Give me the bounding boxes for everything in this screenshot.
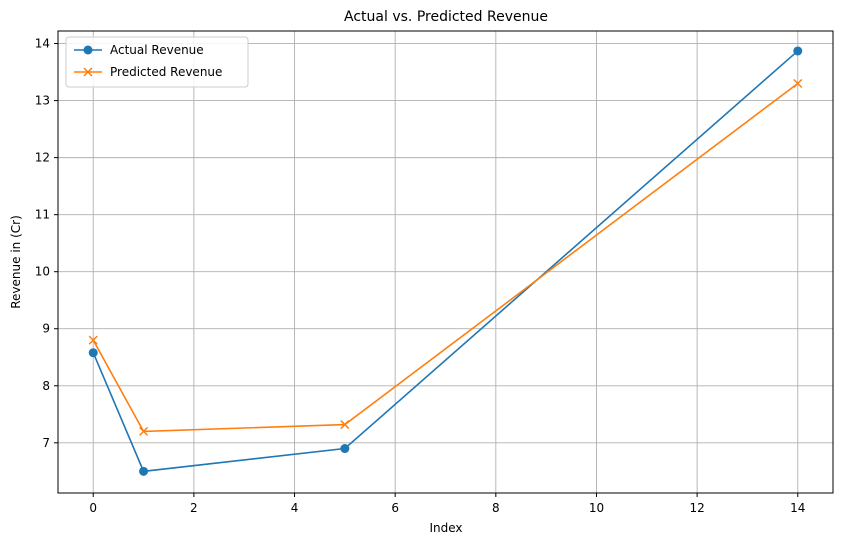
x-tick-label: 10	[589, 501, 604, 515]
legend: Actual Revenue Predicted Revenue	[65, 36, 249, 88]
data-point	[793, 46, 803, 56]
chart-title: Actual vs. Predicted Revenue	[344, 9, 548, 25]
data-point	[88, 335, 98, 345]
data-point	[340, 420, 350, 430]
grid-lines	[58, 31, 833, 493]
y-tick-label: 7	[42, 436, 50, 450]
x-tick-label: 12	[689, 501, 704, 515]
data-point	[88, 348, 98, 358]
legend-box	[65, 36, 249, 88]
legend-label: Predicted Revenue	[110, 65, 222, 79]
series-line-1	[92, 82, 799, 433]
x-axis: 0 2 4 6 8 10 12 14	[89, 493, 805, 515]
series-line-0	[92, 50, 799, 473]
x-tick-label: 6	[391, 501, 399, 515]
y-tick-label: 14	[35, 37, 50, 51]
plot-frame	[57, 30, 834, 494]
series-layer	[88, 46, 803, 476]
y-tick-label: 13	[35, 94, 50, 108]
legend-label: Actual Revenue	[110, 43, 204, 57]
x-tick-label: 14	[790, 501, 805, 515]
data-point	[340, 444, 350, 454]
x-tick-label: 4	[291, 501, 299, 515]
data-point	[793, 78, 803, 89]
y-tick-label: 12	[35, 151, 50, 165]
y-axis: 7 8 9 10 11 12 13 14	[35, 37, 58, 450]
y-tick-label: 8	[42, 379, 50, 393]
data-point	[139, 426, 149, 436]
legend-item: Actual Revenue	[74, 43, 204, 57]
y-tick-label: 11	[35, 208, 50, 222]
data-point	[139, 466, 149, 476]
x-axis-label: Index	[429, 521, 462, 535]
x-tick-label: 0	[89, 501, 97, 515]
x-tick-label: 8	[492, 501, 500, 515]
y-tick-label: 10	[35, 265, 50, 279]
x-tick-label: 2	[190, 501, 198, 515]
y-axis-label: Revenue in (Cr)	[9, 215, 23, 309]
legend-item: Predicted Revenue	[74, 65, 222, 79]
y-tick-label: 9	[42, 322, 50, 336]
